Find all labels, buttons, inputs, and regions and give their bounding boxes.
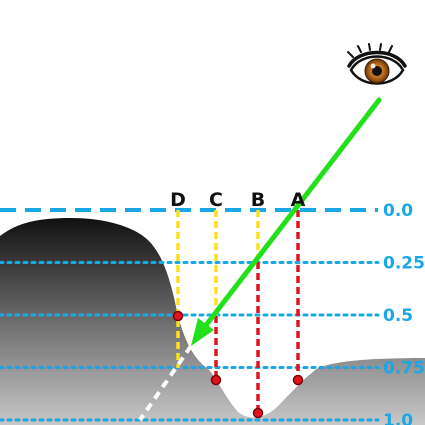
sample-labels: A B C D — [170, 189, 306, 211]
sample-point-c — [210, 374, 222, 386]
terrain-profile — [0, 218, 425, 425]
sample-label-a: A — [291, 189, 306, 211]
sample-point-a — [292, 374, 304, 386]
sample-point-b — [252, 407, 264, 419]
depth-lines — [0, 208, 380, 422]
eye-icon — [347, 43, 407, 85]
sample-label-c: C — [209, 189, 223, 211]
view-ray — [197, 97, 382, 336]
depth-labels: 0.0 0.25 0.5 0.75 1.0 — [383, 201, 425, 425]
sample-points — [172, 310, 304, 419]
sample-label-d: D — [170, 189, 186, 211]
depth-label: 1.0 — [383, 411, 413, 425]
view-ray-extension — [138, 344, 193, 422]
depth-label: 0.5 — [383, 306, 413, 326]
sample-lines — [176, 210, 300, 413]
depth-label: 0.75 — [383, 359, 425, 379]
depth-label: 0.25 — [383, 254, 425, 274]
sample-point-d — [172, 310, 184, 322]
sample-label-b: B — [251, 189, 265, 211]
depth-label: 0.0 — [383, 201, 413, 221]
view-ray-arrowhead — [191, 318, 214, 346]
